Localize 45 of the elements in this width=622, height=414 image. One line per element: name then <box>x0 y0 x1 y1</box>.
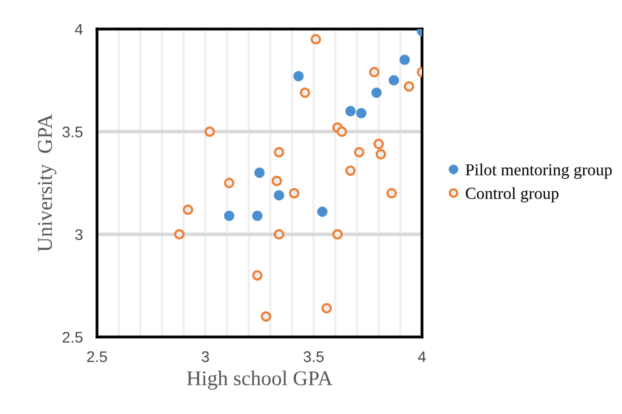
point <box>345 165 356 176</box>
point <box>376 149 386 160</box>
point <box>293 71 304 82</box>
x-tick-label: 2.5 <box>87 351 107 362</box>
point <box>310 34 322 44</box>
point <box>373 138 384 150</box>
y-tick-label: 3 <box>75 229 82 240</box>
x-tick-label: 3 <box>202 351 209 362</box>
point <box>224 210 234 222</box>
legend-label: Pilot mentoring group <box>466 164 612 179</box>
point <box>336 126 348 137</box>
y-tick-label: 4 <box>74 24 83 35</box>
point <box>354 146 364 158</box>
point <box>356 108 367 118</box>
point <box>252 210 263 222</box>
x-axis-title: High school GPA <box>186 370 332 390</box>
y-axis-title: University GPA <box>38 114 56 252</box>
point <box>345 106 356 116</box>
x-tick-label: 4 <box>418 351 426 362</box>
point <box>369 66 380 78</box>
point <box>404 81 414 92</box>
point <box>274 190 284 201</box>
point <box>274 146 284 158</box>
legend-label: Control group <box>466 187 558 202</box>
point <box>386 188 397 198</box>
point <box>288 188 300 198</box>
point <box>182 204 194 215</box>
point <box>260 311 272 322</box>
y-tick-label: 2.5 <box>62 332 82 343</box>
point <box>399 54 410 66</box>
point <box>388 75 400 86</box>
point <box>300 87 310 98</box>
x-tick-label: 3.5 <box>304 351 324 362</box>
point <box>272 176 282 186</box>
y-tick-label: 3.5 <box>62 126 82 138</box>
point <box>274 229 284 240</box>
point <box>371 87 382 98</box>
point <box>321 303 332 314</box>
point <box>254 168 265 178</box>
point <box>204 126 215 137</box>
point <box>252 270 263 281</box>
point <box>332 229 343 240</box>
point <box>224 178 234 188</box>
point <box>317 206 328 217</box>
point <box>174 229 185 240</box>
